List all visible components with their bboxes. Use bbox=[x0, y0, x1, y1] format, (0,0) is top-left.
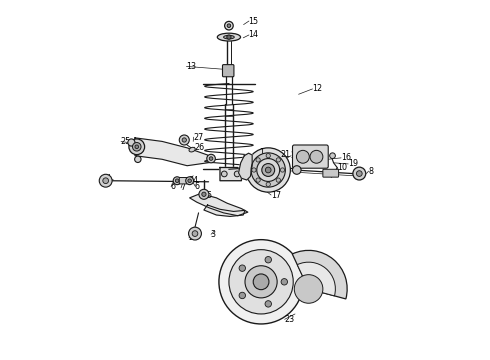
Circle shape bbox=[182, 138, 186, 142]
Text: 16: 16 bbox=[341, 153, 351, 162]
Circle shape bbox=[330, 153, 335, 158]
Circle shape bbox=[103, 178, 109, 184]
Circle shape bbox=[293, 166, 301, 174]
Text: 7: 7 bbox=[181, 183, 186, 192]
Text: 24: 24 bbox=[189, 176, 198, 185]
Circle shape bbox=[265, 257, 271, 263]
Circle shape bbox=[239, 292, 245, 299]
Circle shape bbox=[265, 301, 271, 307]
Circle shape bbox=[221, 171, 227, 177]
Circle shape bbox=[202, 192, 206, 197]
Wedge shape bbox=[292, 250, 347, 299]
Circle shape bbox=[188, 179, 192, 183]
Circle shape bbox=[281, 279, 288, 285]
Text: 11: 11 bbox=[248, 168, 258, 177]
Text: 17: 17 bbox=[270, 190, 281, 199]
Circle shape bbox=[266, 182, 270, 186]
FancyBboxPatch shape bbox=[179, 177, 187, 184]
Circle shape bbox=[199, 189, 209, 199]
FancyBboxPatch shape bbox=[222, 64, 234, 77]
Circle shape bbox=[296, 150, 309, 163]
Text: 20: 20 bbox=[291, 151, 301, 160]
Ellipse shape bbox=[223, 35, 234, 39]
Polygon shape bbox=[239, 153, 252, 180]
Text: 1: 1 bbox=[259, 148, 264, 157]
Text: 23: 23 bbox=[284, 315, 294, 324]
Circle shape bbox=[189, 227, 201, 240]
Circle shape bbox=[257, 158, 280, 181]
Circle shape bbox=[294, 275, 323, 303]
Circle shape bbox=[280, 168, 285, 172]
Text: 27: 27 bbox=[193, 132, 203, 141]
Circle shape bbox=[224, 21, 233, 30]
Circle shape bbox=[276, 158, 280, 162]
Circle shape bbox=[219, 240, 303, 324]
Circle shape bbox=[192, 231, 198, 237]
Circle shape bbox=[239, 265, 245, 271]
Text: 13: 13 bbox=[186, 62, 196, 71]
Circle shape bbox=[310, 150, 323, 163]
Text: 26: 26 bbox=[194, 143, 204, 152]
Text: 10: 10 bbox=[337, 163, 347, 172]
Circle shape bbox=[245, 266, 277, 298]
Circle shape bbox=[253, 274, 269, 290]
Circle shape bbox=[227, 24, 231, 27]
Ellipse shape bbox=[103, 176, 108, 185]
Wedge shape bbox=[297, 262, 335, 296]
Circle shape bbox=[99, 174, 112, 187]
Polygon shape bbox=[190, 194, 248, 216]
Circle shape bbox=[179, 135, 189, 145]
Ellipse shape bbox=[218, 33, 241, 41]
Text: 12: 12 bbox=[312, 84, 322, 93]
Circle shape bbox=[129, 139, 145, 155]
Text: 3: 3 bbox=[211, 230, 216, 239]
Circle shape bbox=[256, 178, 260, 182]
Text: 25: 25 bbox=[121, 137, 131, 146]
Text: 22: 22 bbox=[249, 283, 260, 292]
Text: 8: 8 bbox=[368, 167, 373, 176]
Circle shape bbox=[173, 177, 181, 185]
Circle shape bbox=[135, 156, 141, 162]
Circle shape bbox=[175, 179, 179, 183]
Text: 14: 14 bbox=[248, 31, 259, 40]
Text: 2: 2 bbox=[189, 233, 194, 242]
Ellipse shape bbox=[189, 147, 195, 152]
Circle shape bbox=[252, 168, 256, 172]
Polygon shape bbox=[220, 167, 242, 181]
Circle shape bbox=[135, 145, 139, 149]
Text: 9: 9 bbox=[306, 159, 312, 168]
Circle shape bbox=[251, 153, 285, 187]
Text: 18: 18 bbox=[298, 152, 308, 161]
Text: 6: 6 bbox=[171, 182, 176, 191]
Circle shape bbox=[186, 177, 194, 185]
Circle shape bbox=[262, 163, 275, 176]
Circle shape bbox=[276, 178, 280, 182]
FancyBboxPatch shape bbox=[323, 169, 339, 177]
Circle shape bbox=[209, 157, 213, 160]
Circle shape bbox=[266, 167, 271, 173]
Circle shape bbox=[353, 167, 366, 180]
FancyBboxPatch shape bbox=[293, 145, 328, 168]
Circle shape bbox=[128, 139, 135, 146]
Text: 19: 19 bbox=[348, 159, 358, 168]
Circle shape bbox=[229, 249, 293, 314]
Circle shape bbox=[356, 171, 362, 176]
Polygon shape bbox=[204, 205, 245, 216]
Circle shape bbox=[266, 154, 270, 158]
Text: 5: 5 bbox=[206, 190, 212, 199]
Polygon shape bbox=[135, 138, 212, 166]
Text: 4: 4 bbox=[106, 174, 111, 183]
Text: 6: 6 bbox=[195, 182, 200, 191]
Circle shape bbox=[132, 143, 141, 151]
Text: 21: 21 bbox=[280, 150, 290, 159]
Circle shape bbox=[246, 148, 291, 192]
Text: 15: 15 bbox=[248, 17, 259, 26]
Circle shape bbox=[207, 154, 215, 163]
Circle shape bbox=[234, 171, 240, 177]
Circle shape bbox=[227, 35, 231, 39]
Circle shape bbox=[256, 158, 260, 162]
